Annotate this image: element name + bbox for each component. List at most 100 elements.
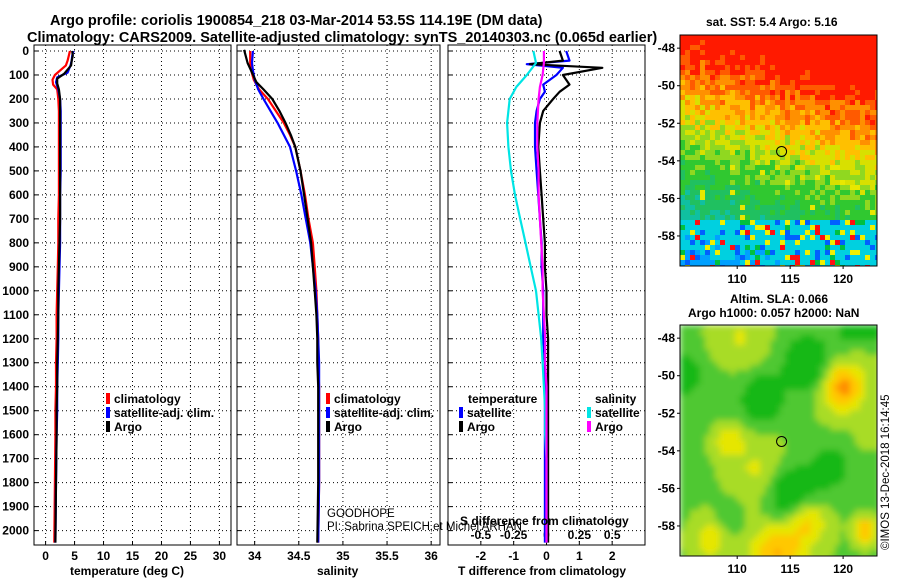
map-cell bbox=[745, 200, 751, 206]
map-cell bbox=[810, 160, 816, 166]
map-cell bbox=[720, 400, 726, 406]
map-cell bbox=[800, 395, 806, 401]
map-cell bbox=[695, 155, 701, 161]
map-cell bbox=[760, 550, 766, 556]
map-cell bbox=[755, 75, 761, 81]
map-cell bbox=[855, 340, 861, 346]
map-cell bbox=[700, 365, 706, 371]
map-cell bbox=[740, 215, 746, 221]
map-cell bbox=[755, 120, 761, 126]
map-cell bbox=[765, 490, 771, 496]
map-cell bbox=[710, 80, 716, 86]
map-cell bbox=[875, 435, 877, 441]
map-cell bbox=[860, 360, 866, 366]
map-cell bbox=[790, 415, 796, 421]
map-cell bbox=[725, 550, 731, 556]
map-cell bbox=[835, 455, 841, 461]
map-cell bbox=[785, 95, 791, 101]
map-cell bbox=[770, 220, 776, 226]
map-cell bbox=[745, 360, 751, 366]
map-cell bbox=[825, 255, 831, 261]
map-cell bbox=[765, 450, 771, 456]
map-cell bbox=[855, 435, 861, 441]
map-cell bbox=[810, 40, 816, 46]
map-cell bbox=[750, 370, 756, 376]
map-cell bbox=[685, 200, 691, 206]
map-cell bbox=[680, 160, 686, 166]
map-cell bbox=[800, 400, 806, 406]
map-cell bbox=[770, 455, 776, 461]
map-cell bbox=[845, 385, 851, 391]
map-cell bbox=[860, 350, 866, 356]
map-cell bbox=[810, 505, 816, 511]
depth-tick-label: 100 bbox=[9, 68, 29, 82]
map-cell bbox=[720, 335, 726, 341]
map-cell bbox=[765, 530, 771, 536]
map-cell bbox=[865, 340, 871, 346]
map-cell bbox=[815, 135, 821, 141]
map-cell bbox=[795, 260, 801, 266]
map-cell bbox=[830, 550, 836, 556]
map-cell bbox=[685, 215, 691, 221]
map-cell bbox=[725, 180, 731, 186]
map-cell bbox=[740, 390, 746, 396]
map-cell bbox=[800, 80, 806, 86]
map-cell bbox=[830, 230, 836, 236]
map-cell bbox=[820, 545, 826, 551]
map-cell bbox=[845, 165, 851, 171]
lat-tick-label: -50 bbox=[658, 79, 676, 93]
map-cell bbox=[875, 70, 877, 76]
map-cell bbox=[865, 180, 871, 186]
map-cell bbox=[680, 165, 686, 171]
map-cell bbox=[730, 485, 736, 491]
map-cell bbox=[755, 355, 761, 361]
map-cell bbox=[690, 245, 696, 251]
map-cell bbox=[790, 70, 796, 76]
map-cell bbox=[810, 430, 816, 436]
map-cell bbox=[685, 460, 691, 466]
map-cell bbox=[790, 65, 796, 71]
map-cell bbox=[760, 525, 766, 531]
map-cell bbox=[860, 60, 866, 66]
map-cell bbox=[720, 490, 726, 496]
map-cell bbox=[825, 215, 831, 221]
map-cell bbox=[765, 115, 771, 121]
map-cell bbox=[870, 125, 876, 131]
project-annotation: GOODHOPE bbox=[327, 508, 395, 520]
map-cell bbox=[715, 415, 721, 421]
map-cell bbox=[715, 360, 721, 366]
map-cell bbox=[805, 350, 811, 356]
map-cell bbox=[875, 195, 877, 201]
map-cell bbox=[725, 345, 731, 351]
map-cell bbox=[745, 55, 751, 61]
map-cell bbox=[700, 145, 706, 151]
map-cell bbox=[815, 340, 821, 346]
map-cell bbox=[750, 340, 756, 346]
map-cell bbox=[800, 180, 806, 186]
map-cell bbox=[685, 50, 691, 56]
map-cell bbox=[685, 165, 691, 171]
lon-tick-label: 115 bbox=[780, 562, 800, 576]
map-cell bbox=[680, 155, 686, 161]
map-cell bbox=[770, 215, 776, 221]
map-cell bbox=[815, 505, 821, 511]
map-cell bbox=[845, 210, 851, 216]
map-cell bbox=[690, 215, 696, 221]
map-cell bbox=[835, 545, 841, 551]
map-cell bbox=[750, 470, 756, 476]
map-cell bbox=[790, 200, 796, 206]
map-cell bbox=[760, 150, 766, 156]
map-cell bbox=[715, 100, 721, 106]
map-cell bbox=[695, 105, 701, 111]
map-cell bbox=[735, 465, 741, 471]
map-cell bbox=[870, 365, 876, 371]
map-cell bbox=[805, 465, 811, 471]
map-cell bbox=[805, 490, 811, 496]
map-cell bbox=[775, 425, 781, 431]
map-cell bbox=[785, 405, 791, 411]
map-cell bbox=[755, 330, 761, 336]
map-cell bbox=[830, 545, 836, 551]
map-cell bbox=[685, 245, 691, 251]
map-cell bbox=[710, 345, 716, 351]
map-cell bbox=[850, 370, 856, 376]
